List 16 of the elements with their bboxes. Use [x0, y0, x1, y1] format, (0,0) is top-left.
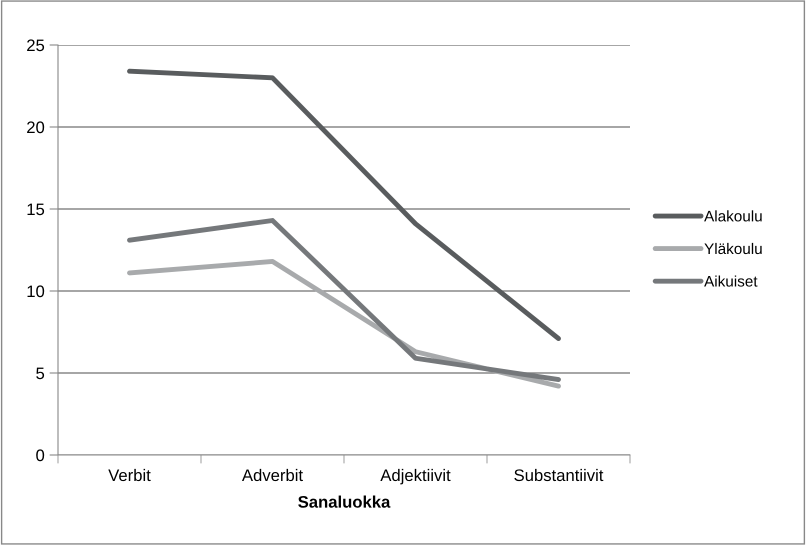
y-tick-label: 0 [36, 449, 44, 462]
y-tick-label: 20 [27, 121, 44, 134]
x-axis-title: Sanaluokka [298, 496, 390, 508]
y-tick-label: 25 [27, 39, 44, 52]
line-series [127, 218, 561, 382]
line-series [127, 68, 561, 341]
legend-label: Yläkoulu [704, 242, 762, 254]
x-tick-label: Adjektiivit [380, 468, 451, 484]
x-tick-label: Verbit [108, 468, 151, 482]
y-tick-label: 15 [28, 204, 44, 216]
x-tick-label: Substantiivit [514, 468, 604, 482]
legend-label: Aikuiset [704, 275, 758, 287]
x-tick-label: Adverbit [242, 468, 303, 482]
legend-label: Alakoulu [704, 210, 762, 222]
y-tick-label: 5 [36, 368, 44, 380]
y-tick-label: 10 [28, 285, 44, 298]
